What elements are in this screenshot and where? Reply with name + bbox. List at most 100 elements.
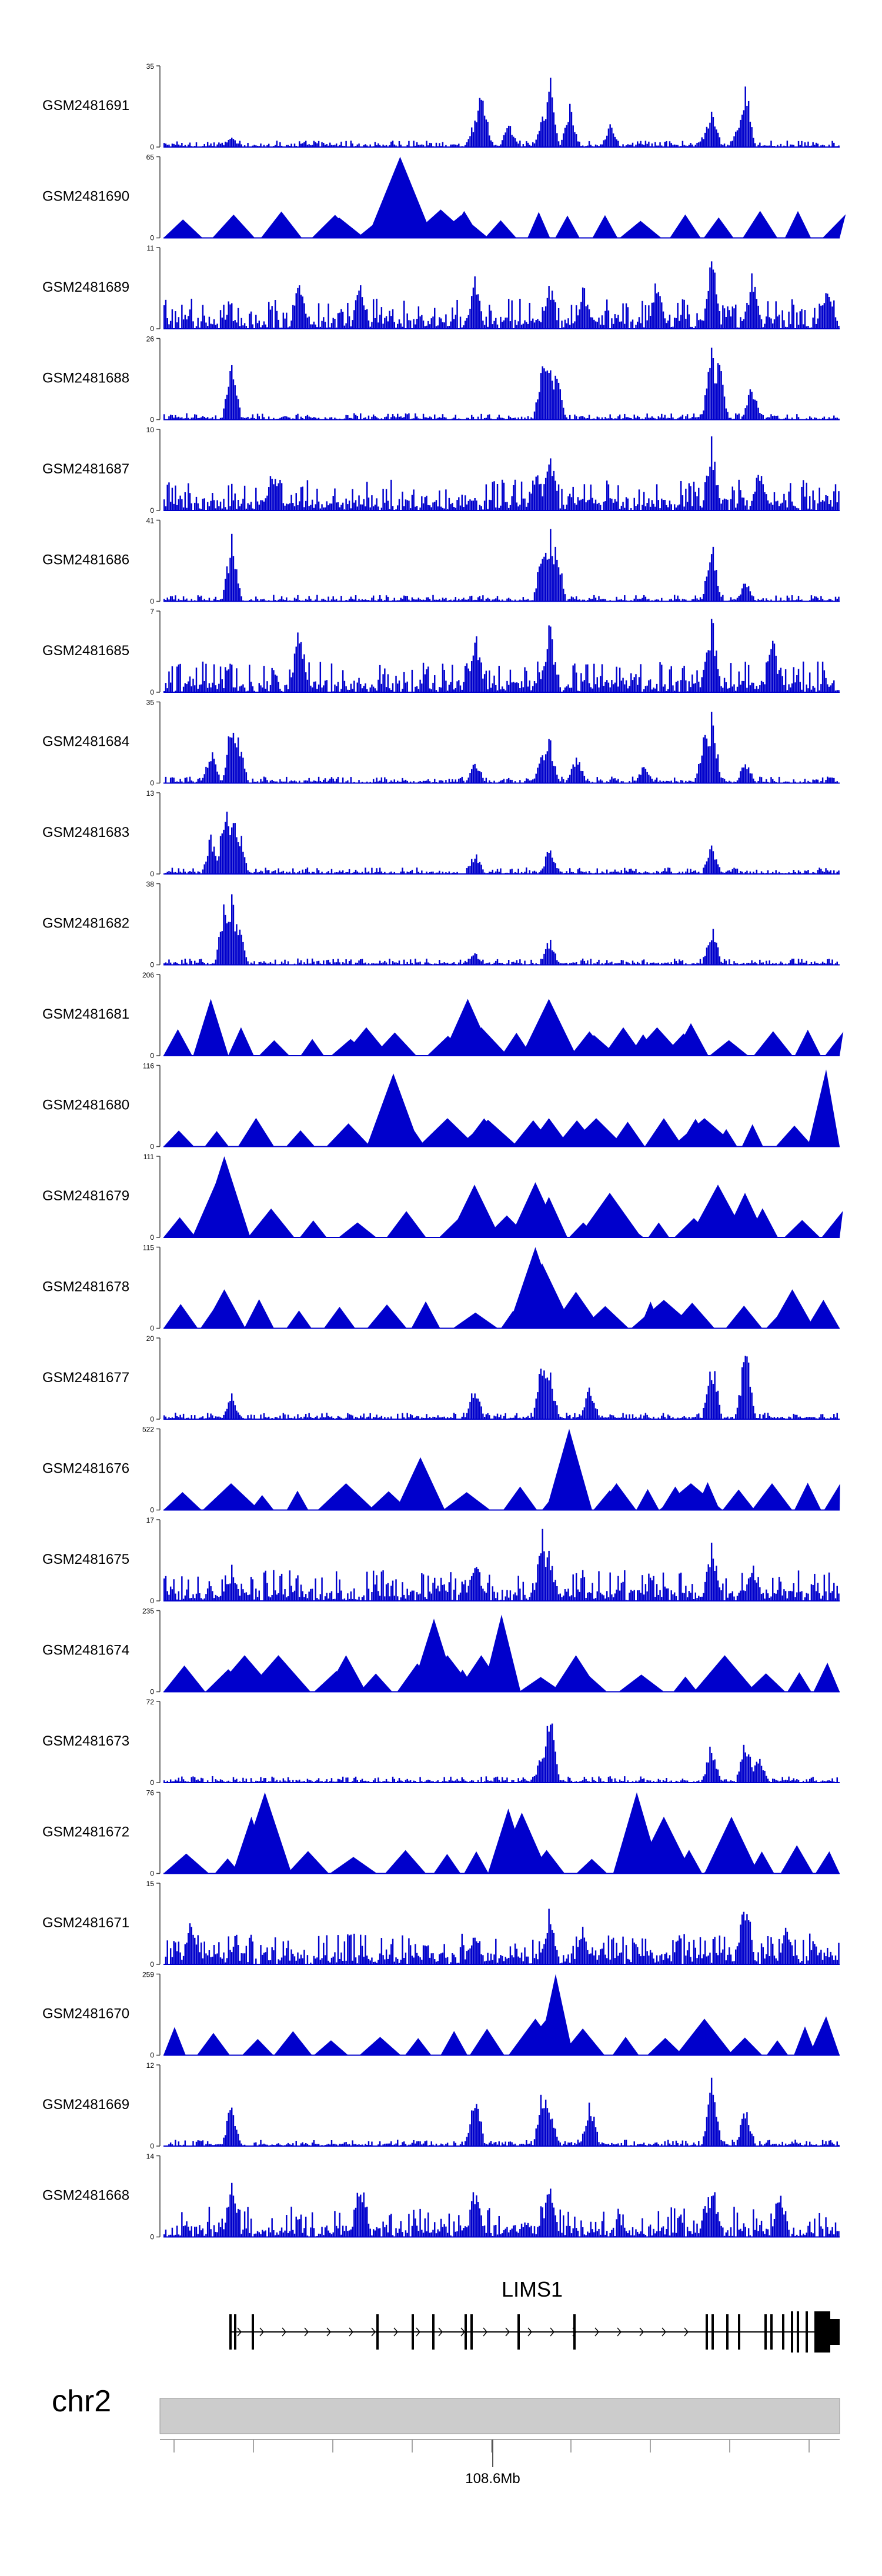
signal-bar: [228, 669, 229, 692]
signal-bar: [557, 675, 560, 692]
signal-bar: [295, 646, 297, 692]
signal-bar: [184, 872, 186, 874]
coverage-block: [636, 1489, 660, 1510]
signal-bar: [821, 1780, 824, 1783]
signal-bar: [466, 599, 468, 602]
signal-bar: [733, 136, 735, 147]
signal-bar: [756, 401, 758, 420]
signal-bar: [191, 872, 193, 874]
signal-bar: [232, 1400, 235, 1419]
signal-bar: [696, 670, 698, 692]
signal-bar: [566, 125, 567, 147]
signal-bar: [192, 1594, 194, 1601]
signal-bar: [673, 1592, 676, 1601]
coverage-block: [495, 1813, 549, 1874]
signal-bar: [284, 1589, 286, 1601]
signal-bar: [387, 596, 389, 602]
signal-bar: [766, 1776, 767, 1783]
signal-bar: [530, 780, 532, 783]
signal-bar: [181, 305, 183, 329]
signal-bar: [759, 776, 761, 783]
coverage-block: [530, 1197, 567, 1237]
signal-bar: [709, 562, 711, 602]
signal-bar: [243, 145, 246, 147]
signal-bar: [551, 639, 553, 692]
signal-bar: [274, 675, 276, 692]
signal-bar: [293, 1416, 296, 1419]
signal-bar: [284, 318, 286, 329]
signal-bar: [426, 141, 427, 147]
signal-bar: [266, 495, 268, 510]
signal-bar: [200, 780, 202, 783]
signal-bar: [801, 689, 803, 692]
signal-bar: [181, 600, 183, 602]
signal-bar: [828, 297, 830, 329]
signal-bar: [219, 932, 222, 965]
signal-bar: [213, 319, 215, 329]
signal-bar: [767, 500, 769, 510]
signal-bar: [773, 1593, 776, 1601]
signal-bar: [482, 101, 484, 147]
signal-bar: [690, 869, 691, 874]
signal-bar: [169, 321, 172, 329]
signal-bar: [773, 1417, 776, 1419]
signal-bar: [607, 128, 610, 147]
signal-bar: [280, 871, 283, 874]
signal-bar: [166, 485, 168, 510]
coverage-block: [552, 1655, 600, 1692]
signal-bar: [519, 505, 521, 510]
signal-bar: [384, 1596, 386, 1601]
signal-bar: [384, 668, 386, 692]
signal-bar: [189, 493, 191, 510]
coverage-block: [359, 1673, 393, 1692]
signal-bar: [260, 779, 262, 783]
signal-bar: [511, 496, 513, 510]
signal-bar: [163, 1578, 165, 1601]
signal-bar: [353, 413, 355, 420]
signal-bar: [723, 872, 726, 874]
signal-bar: [729, 780, 730, 783]
signal-bar: [498, 963, 500, 965]
signal-bar: [509, 1946, 512, 1964]
signal-bar: [579, 1781, 580, 1783]
signal-bar: [323, 507, 325, 510]
signal-bar: [817, 598, 819, 602]
signal-bar: [242, 417, 244, 420]
signal-bar: [260, 1414, 262, 1419]
signal-bar: [691, 781, 693, 783]
signal-bar: [773, 1778, 776, 1783]
signal-bar: [717, 947, 719, 965]
signal-bar: [442, 1781, 444, 1783]
signal-bar: [548, 464, 550, 510]
coverage-block: [259, 1040, 290, 1056]
signal-bar: [310, 781, 312, 783]
signal-bar: [556, 559, 558, 602]
signal-bar: [176, 1951, 178, 1964]
signal-bar: [352, 143, 353, 147]
signal-bar: [382, 144, 384, 147]
signal-bar: [319, 508, 322, 510]
signal-bar: [477, 959, 479, 965]
signal-bar: [228, 1780, 229, 1783]
signal-bar: [707, 372, 709, 420]
signal-bar: [778, 670, 780, 692]
signal-bar: [554, 662, 556, 692]
signal-bar: [192, 417, 194, 420]
signal-bar: [389, 509, 390, 510]
signal-bar: [806, 871, 807, 874]
signal-bar: [509, 1590, 512, 1601]
signal-bar: [564, 1781, 566, 1783]
signal-bar: [575, 672, 577, 692]
signal-bar: [237, 144, 239, 147]
signal-bar: [606, 680, 608, 692]
signal-bar: [208, 598, 211, 602]
signal-bar: [772, 779, 774, 783]
signal-bar: [453, 599, 455, 602]
track-label: GSM2481685: [42, 643, 129, 659]
coverage-block: [192, 1179, 243, 1237]
signal-bar: [593, 1403, 595, 1419]
signal-bar: [561, 1417, 563, 1419]
signal-bar: [324, 1417, 326, 1419]
signal-bar: [225, 1962, 226, 1964]
signal-bar: [612, 323, 614, 329]
